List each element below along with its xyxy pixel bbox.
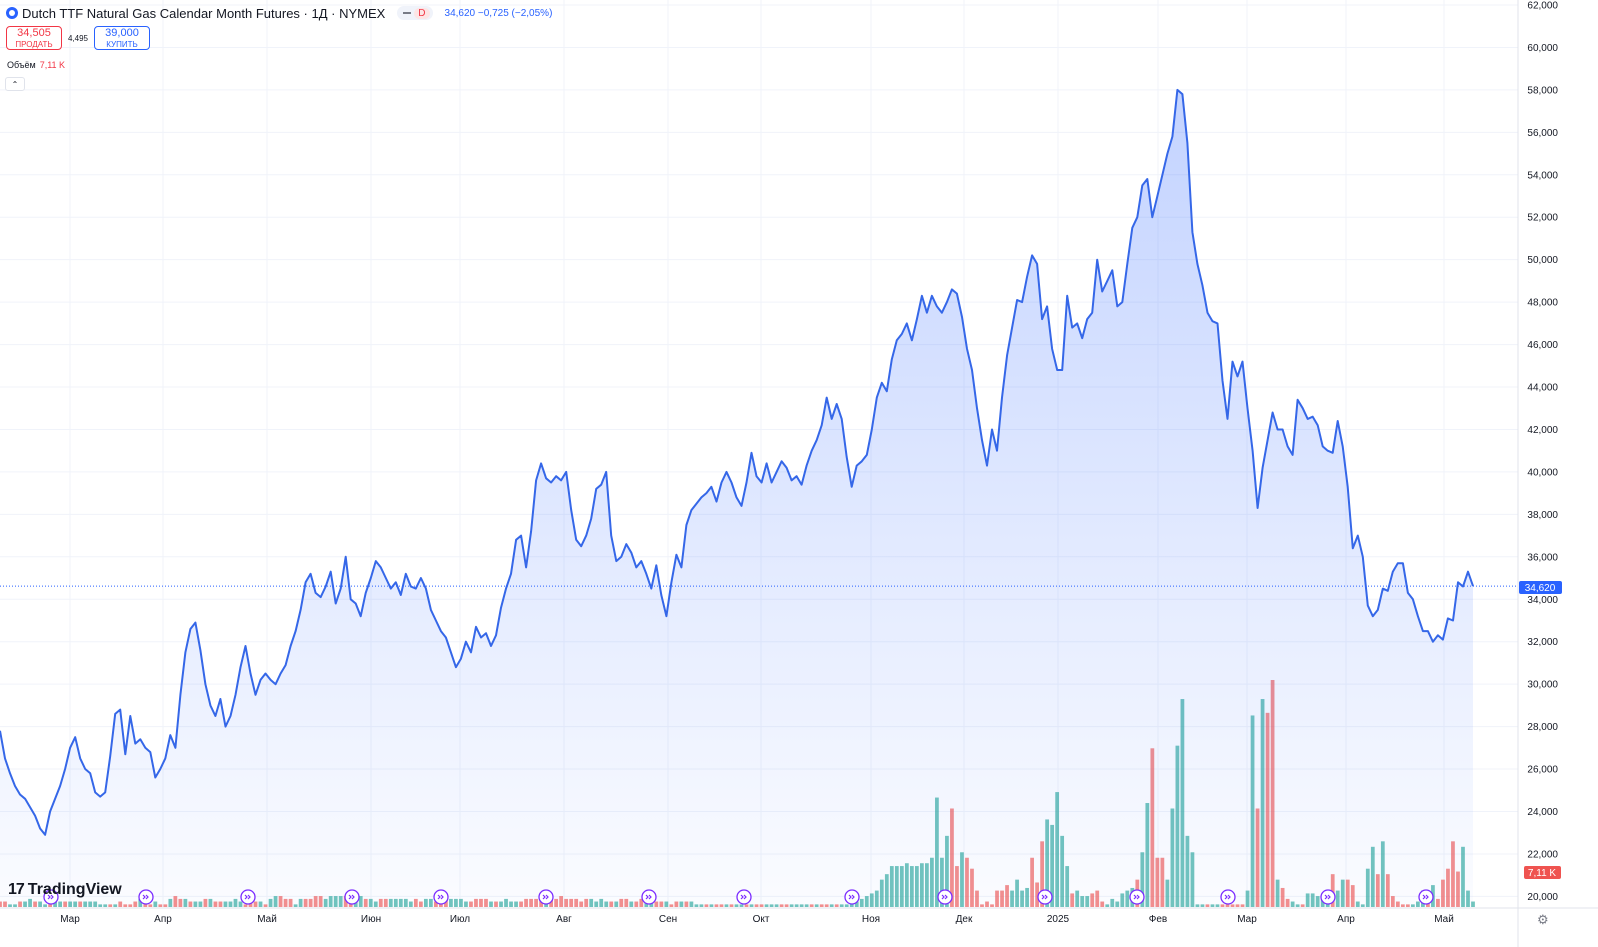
buy-price: 39,000 — [105, 27, 139, 39]
x-tick-label: Дек — [956, 914, 973, 925]
event-marker-icon[interactable] — [433, 889, 449, 905]
x-tick-label: Май — [257, 914, 277, 925]
event-marker-icon[interactable] — [240, 889, 256, 905]
sell-label: ПРОДАТЬ — [15, 40, 53, 49]
price-axis[interactable]: 20,000 22,000 24,000 26,000 28,000 30,000 32,0… — [1527, 1, 1558, 903]
volume-legend-label: Объём — [7, 60, 36, 70]
x-tick-label: Фев — [1149, 914, 1167, 925]
x-tick-label: Апр — [154, 914, 172, 925]
event-marker-icon[interactable] — [1418, 889, 1434, 905]
y-tick-label: 58,000 — [1527, 85, 1558, 96]
y-tick-label: 46,000 — [1527, 340, 1558, 351]
buy-button[interactable]: 39,000 КУПИТЬ — [94, 26, 150, 50]
y-tick-label: 24,000 — [1527, 807, 1558, 818]
data-badge: D — [414, 7, 430, 19]
y-tick-label: 26,000 — [1527, 765, 1558, 776]
y-tick-label: 30,000 — [1527, 680, 1558, 691]
x-tick-label: Ноя — [862, 914, 880, 925]
volume-legend[interactable]: Объём 7,11 K — [7, 60, 65, 70]
y-tick-label: 20,000 — [1527, 892, 1558, 903]
trade-panel: 34,505 ПРОДАТЬ 4,495 39,000 КУПИТЬ — [6, 26, 150, 50]
quote-values: 34,620 −0,725 (−2,05%) — [444, 7, 553, 19]
last-price-tag — [1519, 581, 1562, 594]
y-tick-label: 36,000 — [1527, 552, 1558, 563]
y-tick-label: 40,000 — [1527, 467, 1558, 478]
event-marker-icon[interactable] — [344, 889, 360, 905]
event-marker-icon[interactable] — [1037, 889, 1053, 905]
gear-icon[interactable]: ⚙ — [1537, 912, 1549, 927]
symbol-logo-icon — [6, 7, 18, 19]
y-tick-label: 34,000 — [1527, 595, 1558, 606]
x-tick-label: Июл — [450, 914, 470, 925]
y-tick-label: 28,000 — [1527, 722, 1558, 733]
y-tick-label: 48,000 — [1527, 298, 1558, 309]
event-marker-icon[interactable] — [1320, 889, 1336, 905]
last-price-label: 34,620 — [1525, 583, 1556, 594]
event-marker-icon[interactable] — [138, 889, 154, 905]
x-tick-label: Мар — [60, 914, 80, 925]
event-marker-icon[interactable] — [641, 889, 657, 905]
symbol-title[interactable]: Dutch TTF Natural Gas Calendar Month Fut… — [22, 5, 386, 21]
buy-label: КУПИТЬ — [106, 40, 138, 49]
market-status-pill[interactable]: D — [397, 6, 433, 20]
volume-tag — [1524, 866, 1561, 879]
event-markers — [43, 889, 1434, 905]
x-tick-label: Июн — [361, 914, 381, 925]
y-tick-label: 62,000 — [1527, 1, 1558, 12]
sell-button[interactable]: 34,505 ПРОДАТЬ — [6, 26, 62, 50]
y-tick-label: 44,000 — [1527, 383, 1558, 394]
time-axis[interactable]: Мар Апр Май Июн Июл Авг Сен Окт Ноя Дек 2025 Фев Мар… — [60, 914, 1454, 925]
collapse-legend-button[interactable]: ⌃ — [5, 77, 25, 91]
y-tick-label: 38,000 — [1527, 510, 1558, 521]
volume-legend-value: 7,11 K — [39, 60, 66, 70]
event-marker-icon[interactable] — [1129, 889, 1145, 905]
y-tick-label: 54,000 — [1527, 170, 1558, 181]
price-line — [0, 88, 1474, 836]
x-tick-label: Май — [1434, 914, 1454, 925]
y-tick-label: 52,000 — [1527, 213, 1558, 224]
event-marker-icon[interactable] — [736, 889, 752, 905]
tradingview-logo-text: TradingView — [27, 881, 122, 898]
event-marker-icon[interactable] — [937, 889, 953, 905]
x-tick-label: Авг — [556, 914, 572, 925]
axis-tags: 34,620 7,11 K — [1519, 581, 1562, 879]
minus-icon — [403, 12, 412, 14]
y-tick-label: 60,000 — [1527, 43, 1558, 54]
y-tick-label: 50,000 — [1527, 255, 1558, 266]
x-tick-label: 2025 — [1047, 914, 1070, 925]
event-marker-icon[interactable] — [844, 889, 860, 905]
event-marker-icon[interactable] — [1220, 889, 1236, 905]
x-tick-label: Апр — [1337, 914, 1355, 925]
tradingview-mark-icon: 17 — [8, 881, 25, 898]
x-tick-label: Окт — [753, 914, 770, 925]
tradingview-logo[interactable]: 17 TradingView — [8, 881, 122, 899]
spread-value: 4,495 — [67, 33, 89, 43]
x-tick-label: Сен — [659, 914, 677, 925]
y-tick-label: 42,000 — [1527, 425, 1558, 436]
symbol-header: Dutch TTF Natural Gas Calendar Month Fut… — [6, 4, 552, 22]
y-tick-label: 56,000 — [1527, 128, 1558, 139]
sell-price: 34,505 — [17, 27, 51, 39]
volume-tag-label: 7,11 K — [1528, 868, 1556, 879]
event-marker-icon[interactable] — [43, 889, 59, 905]
event-marker-icon[interactable] — [538, 889, 554, 905]
y-tick-label: 32,000 — [1527, 637, 1558, 648]
y-tick-label: 22,000 — [1527, 849, 1558, 860]
x-tick-label: Мар — [1237, 914, 1257, 925]
